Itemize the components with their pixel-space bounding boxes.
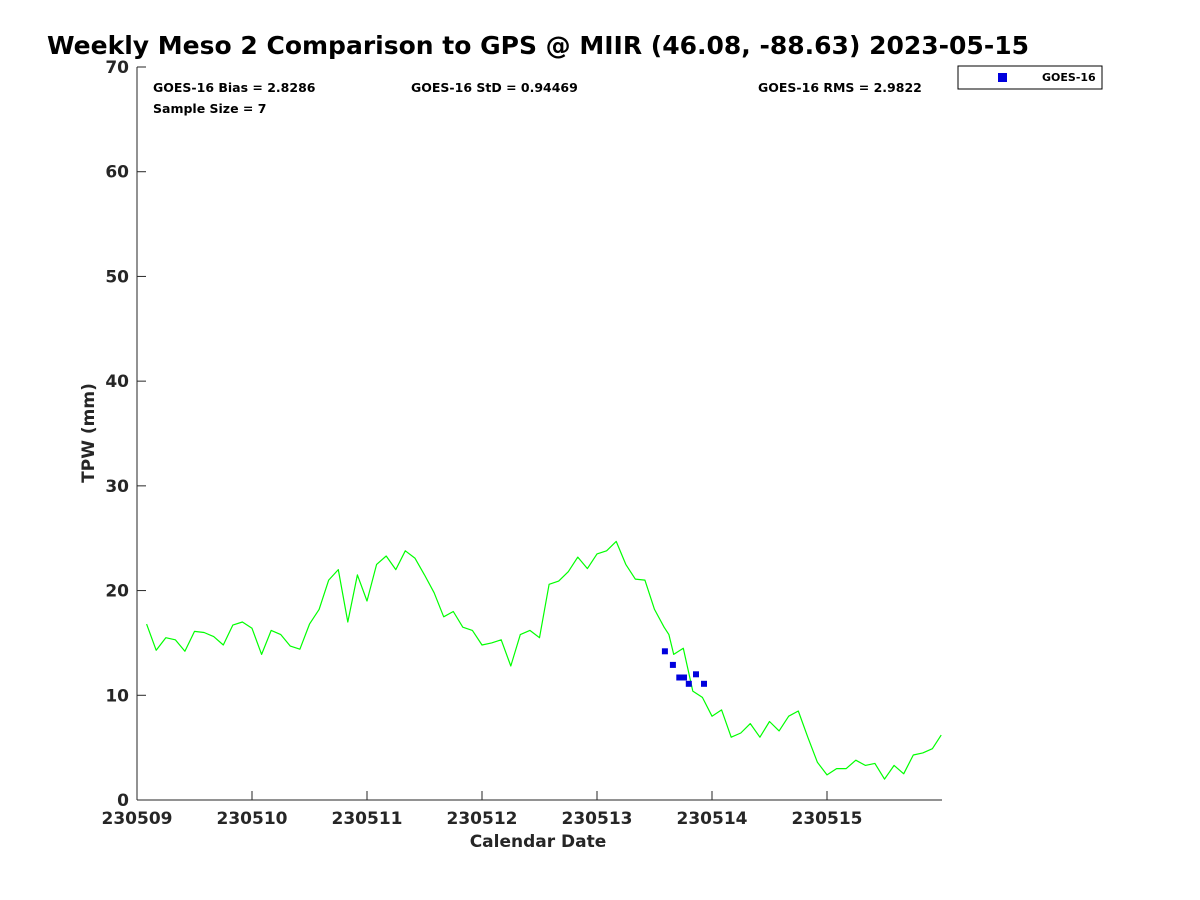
y-tick-label: 30 — [105, 477, 129, 497]
std-stat: GOES-16 StD = 0.94469 — [411, 80, 578, 95]
goes16-point — [685, 680, 692, 687]
y-tick-label: 0 — [117, 791, 129, 811]
y-tick-label: 70 — [105, 58, 129, 78]
legend: GOES-16 — [957, 65, 1103, 90]
legend-marker-goes16 — [998, 73, 1007, 82]
x-tick-label: 230514 — [677, 809, 748, 829]
plot-area — [137, 67, 942, 800]
goes16-point — [661, 648, 668, 655]
legend-label-goes16: GOES-16 — [1042, 71, 1096, 84]
y-tick-label: 20 — [105, 582, 129, 602]
legend-box — [957, 65, 1103, 90]
goes16-point — [681, 674, 687, 681]
goes16-point — [701, 680, 707, 687]
chart-title: Weekly Meso 2 Comparison to GPS @ MIIR (… — [47, 31, 1029, 60]
goes16-point — [676, 674, 683, 681]
x-tick-label: 230509 — [102, 809, 173, 829]
bias-stat: GOES-16 Bias = 2.8286 — [153, 80, 316, 95]
x-tick-label: 230513 — [562, 809, 633, 829]
axes — [136, 67, 942, 801]
x-tick-label: 230511 — [332, 809, 403, 829]
y-axis-label: TPW (mm) — [79, 383, 99, 483]
x-axis-label: Calendar Date — [470, 832, 607, 852]
goes16-point — [693, 671, 699, 678]
rms-stat: GOES-16 RMS = 2.9822 — [758, 80, 922, 95]
goes16-point — [669, 661, 676, 668]
gps-tpw-line — [146, 540, 942, 780]
y-tick-label: 40 — [105, 372, 129, 392]
ticks: 230509 230510 230511 230512 230513 230514 2305… — [102, 58, 863, 829]
sample-size-stat: Sample Size = 7 — [153, 101, 266, 116]
series-layer — [146, 540, 942, 780]
x-tick-label: 230510 — [217, 809, 288, 829]
y-tick-label: 60 — [105, 163, 129, 183]
x-tick-label: 230512 — [447, 809, 518, 829]
y-tick-label: 50 — [105, 267, 129, 287]
x-tick-label: 230515 — [792, 809, 863, 829]
y-tick-label: 10 — [105, 686, 129, 706]
